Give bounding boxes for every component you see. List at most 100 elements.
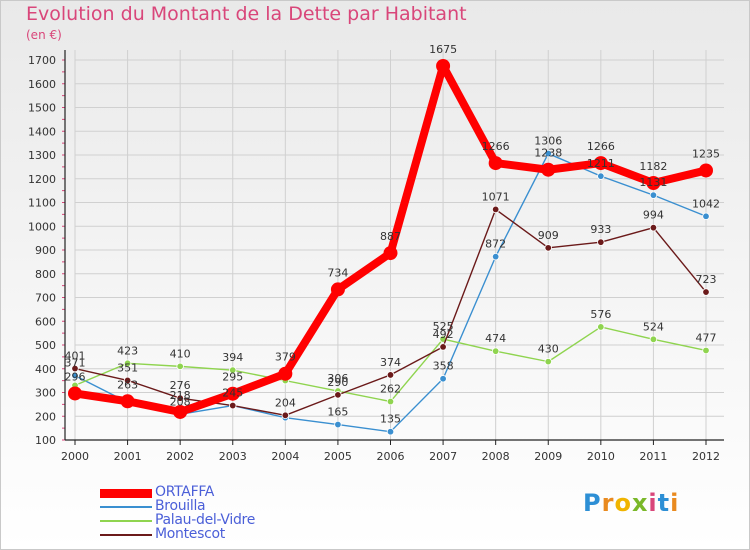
x-tick-label: 2011 [639, 450, 667, 463]
data-label-ortaffa: 1182 [639, 160, 667, 173]
data-point-brouilla [649, 191, 658, 199]
y-tick-label: 1100 [28, 197, 56, 210]
x-tick-label: 2010 [587, 450, 615, 463]
data-label-brouilla: 135 [380, 413, 401, 426]
y-tick-label: 200 [35, 410, 56, 423]
data-label-montescot: 245 [222, 387, 243, 400]
data-label-ortaffa: 379 [275, 351, 296, 364]
data-label-brouilla: 1306 [534, 135, 562, 148]
data-point-ortaffa [646, 176, 661, 191]
data-label-palau-del-vidre: 525 [433, 320, 454, 333]
data-point-brouilla [597, 172, 605, 180]
data-label-montescot: 909 [538, 229, 559, 242]
data-point-palau-del-vidre [702, 346, 710, 355]
data-label-brouilla: 371 [65, 357, 86, 370]
legend-label-palau-del-vidre: Palau-del-Vidre [155, 512, 256, 528]
data-point-montescot [176, 394, 184, 402]
y-tick-label: 1000 [28, 220, 56, 233]
data-label-ortaffa: 1238 [534, 147, 562, 160]
data-point-brouilla [71, 371, 79, 380]
data-point-montescot [123, 376, 132, 385]
data-point-brouilla [491, 252, 500, 261]
data-label-ortaffa: 295 [222, 371, 243, 384]
y-tick-label: 1700 [28, 54, 56, 67]
data-point-montescot [334, 391, 342, 399]
legend-label-brouilla: Brouilla [155, 498, 206, 514]
chart-subtitle: (en €) [26, 28, 62, 42]
data-point-ortaffa [436, 58, 451, 73]
x-tick-label: 2008 [482, 450, 510, 463]
x-tick-label: 2007 [429, 450, 457, 463]
legend-swatch-montescot [100, 534, 152, 536]
data-label-montescot: 723 [696, 273, 717, 286]
data-point-ortaffa [488, 156, 503, 171]
data-label-palau-del-vidre: 474 [485, 332, 506, 345]
data-label-montescot: 276 [170, 379, 191, 392]
legend-label-ortaffa: ORTAFFA [155, 484, 215, 500]
data-point-ortaffa [593, 156, 608, 171]
y-tick-label: 1400 [28, 125, 56, 138]
y-tick-label: 1300 [28, 149, 56, 162]
data-point-palau-del-vidre [491, 347, 500, 355]
data-point-montescot [71, 364, 79, 373]
legend-label-montescot: Montescot [155, 526, 225, 542]
data-point-brouilla [544, 149, 552, 158]
y-tick-label: 500 [35, 339, 56, 352]
data-label-montescot: 290 [327, 376, 348, 389]
data-point-brouilla [702, 212, 710, 220]
x-tick-label: 2009 [534, 450, 562, 463]
data-point-montescot [281, 411, 290, 419]
legend-swatch-palau-del-vidre [100, 520, 152, 522]
data-label-montescot: 994 [643, 209, 664, 222]
data-label-ortaffa: 1235 [692, 147, 720, 160]
data-point-montescot [439, 343, 447, 351]
data-point-ortaffa [383, 246, 398, 261]
data-label-ortaffa: 887 [380, 230, 401, 243]
data-point-ortaffa [68, 386, 82, 401]
x-tick-label: 2000 [61, 450, 89, 463]
data-point-ortaffa [225, 386, 240, 401]
data-point-palau-del-vidre [123, 359, 132, 367]
data-label-palau-del-vidre: 306 [327, 372, 348, 385]
data-label-palau-del-vidre: 410 [170, 347, 191, 360]
data-point-brouilla [334, 420, 342, 429]
y-tick-label: 800 [35, 268, 56, 281]
legend-swatch-ortaffa [100, 489, 152, 498]
y-tick-label: 100 [35, 434, 56, 447]
data-label-palau-del-vidre: 576 [590, 308, 611, 321]
legend-swatch-brouilla [100, 506, 152, 508]
data-point-ortaffa [699, 163, 713, 178]
data-label-brouilla: 1131 [639, 176, 667, 189]
data-point-ortaffa [330, 282, 345, 297]
data-label-brouilla: 208 [170, 395, 191, 408]
data-label-montescot: 204 [275, 396, 296, 409]
y-tick-label: 700 [35, 292, 56, 305]
y-tick-label: 1200 [28, 173, 56, 186]
data-label-montescot: 351 [117, 361, 138, 374]
data-point-montescot [229, 401, 237, 410]
data-label-brouilla: 1042 [692, 197, 720, 210]
data-point-montescot [597, 238, 605, 246]
y-tick-label: 600 [35, 315, 56, 328]
x-tick-label: 2004 [271, 450, 299, 463]
data-label-montescot: 401 [65, 350, 86, 363]
x-tick-label: 2003 [219, 450, 247, 463]
data-point-brouilla [386, 427, 395, 436]
data-label-palau-del-vidre: 430 [538, 343, 559, 356]
y-tick-label: 300 [35, 387, 56, 400]
data-label-ortaffa: 1675 [429, 43, 457, 56]
data-label-brouilla: 872 [485, 238, 506, 251]
data-label-montescot: 1071 [482, 190, 510, 203]
data-label-palau-del-vidre: 262 [380, 383, 401, 396]
data-point-palau-del-vidre [544, 357, 552, 366]
data-point-montescot [649, 223, 658, 232]
data-point-ortaffa [120, 394, 135, 409]
data-point-palau-del-vidre [229, 366, 237, 374]
data-label-ortaffa: 263 [117, 378, 138, 391]
y-tick-label: 1600 [28, 78, 56, 91]
data-point-palau-del-vidre [386, 397, 395, 406]
data-point-palau-del-vidre [649, 335, 658, 343]
data-point-montescot [491, 205, 500, 214]
